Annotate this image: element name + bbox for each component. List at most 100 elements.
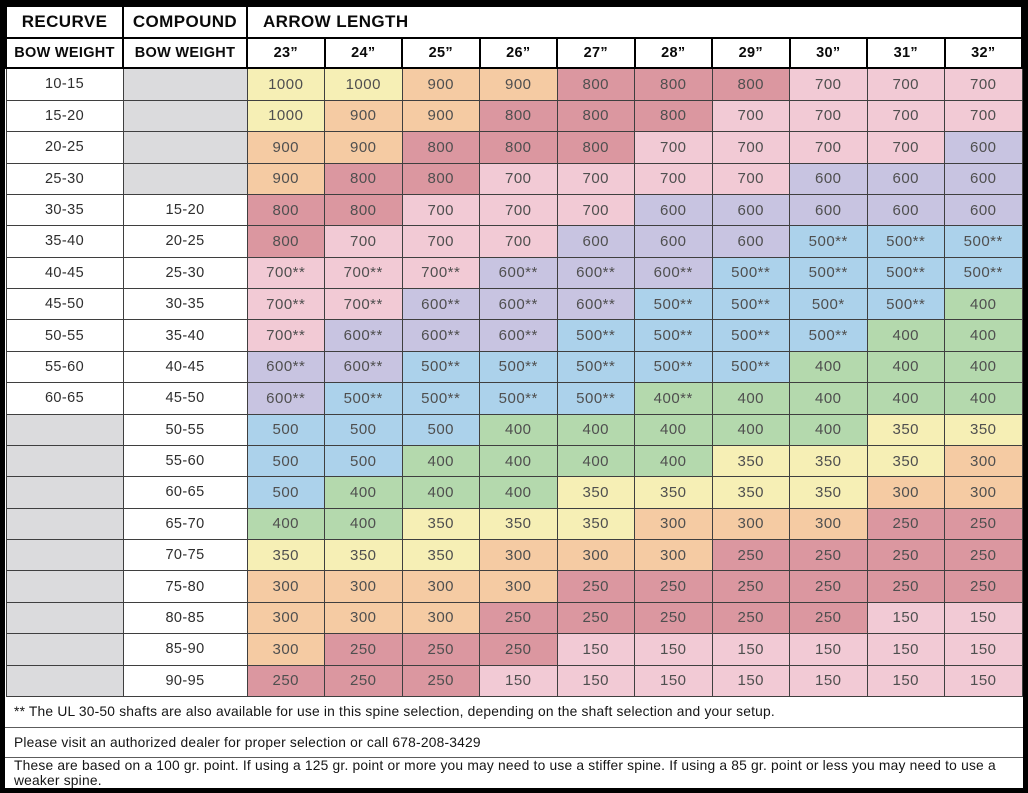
- spine-cell: 600: [634, 225, 713, 258]
- recurve-weight-cell: [5, 444, 124, 478]
- spine-cell: 700: [866, 131, 945, 164]
- compound-weight-cell: 50-55: [122, 413, 248, 446]
- spine-cell: 700: [711, 162, 790, 195]
- recurve-weight-cell: [5, 664, 124, 697]
- recurve-weight-cell: [5, 413, 124, 446]
- spine-cell: 300: [246, 570, 325, 603]
- compound-weight-cell: 15-20: [122, 193, 248, 227]
- spine-cell: 600: [634, 193, 713, 227]
- spine-cell: 350: [789, 444, 868, 478]
- spine-cell: 250: [789, 570, 868, 603]
- spine-cell: 600: [556, 225, 635, 258]
- spine-cell: 500*: [789, 287, 868, 321]
- spine-cell: 250: [634, 570, 713, 603]
- header-row-top: RECURVE COMPOUND ARROW LENGTH: [5, 5, 1023, 39]
- spine-cell: 350: [789, 476, 868, 509]
- recurve-weight-cell: [5, 570, 124, 603]
- spine-cell: 500**: [479, 350, 558, 384]
- spine-cell: 900: [401, 99, 480, 133]
- footnotes-section: ** The UL 30-50 shafts are also availabl…: [5, 697, 1023, 788]
- spine-cell: 250: [789, 538, 868, 572]
- compound-weight-cell: 85-90: [122, 633, 248, 666]
- spine-cell: 400: [324, 476, 403, 509]
- spine-cell: 400: [866, 350, 945, 384]
- spine-cell: 800: [401, 131, 480, 164]
- arrow-length-col-header: 23”: [246, 37, 326, 69]
- spine-cell: 150: [789, 664, 868, 697]
- spine-cell: 1000: [246, 99, 325, 133]
- spine-cell: 500**: [789, 225, 868, 258]
- spine-cell: 600**: [479, 287, 558, 321]
- spine-cell: 400: [711, 413, 790, 446]
- spine-cell: 150: [866, 601, 945, 635]
- table-row: 85-90 300 250 250 250 150 150 150 150 150 150: [5, 633, 1023, 666]
- spine-cell: 350: [711, 444, 790, 478]
- spine-cell: 300: [324, 570, 403, 603]
- spine-cell: 250: [324, 633, 403, 666]
- spine-cell: 500**: [789, 319, 868, 352]
- spine-cell: 250: [944, 507, 1023, 541]
- spine-cell: 400: [479, 444, 558, 478]
- spine-cell: 300: [401, 570, 480, 603]
- table-row: 65-70 400 400 350 350 350 300 300 300 250 250: [5, 507, 1023, 541]
- table-row: 90-95 250 250 250 150 150 150 150 150 150 150: [5, 664, 1023, 697]
- spine-cell: 400: [556, 444, 635, 478]
- arrow-length-col-header: 32”: [943, 37, 1023, 69]
- header-row-columns: BOW WEIGHT BOW WEIGHT 23” 24” 25” 26” 27” 28”…: [5, 37, 1023, 69]
- table-row: 55-60 500 500 400 400 400 400 350 350 350 300: [5, 444, 1023, 478]
- spine-cell: 700: [866, 67, 945, 101]
- compound-header: COMPOUND: [122, 5, 248, 39]
- spine-cell: 800: [324, 193, 403, 227]
- spine-cell: 800: [556, 67, 635, 101]
- recurve-weight-cell: 30-35: [5, 193, 124, 227]
- spine-cell: 700**: [246, 256, 325, 290]
- spine-cell: 150: [944, 601, 1023, 635]
- spine-cell: 700: [479, 193, 558, 227]
- spine-cell: 300: [789, 507, 868, 541]
- spine-cell: 250: [944, 538, 1023, 572]
- recurve-bow-weight-header: BOW WEIGHT: [5, 37, 124, 69]
- spine-cell: 600: [944, 193, 1023, 227]
- spine-cell: 400: [789, 382, 868, 415]
- spine-cell: 600: [866, 162, 945, 195]
- spine-cell: 800: [556, 99, 635, 133]
- spine-cell: 600: [944, 162, 1023, 195]
- spine-cell: 500: [246, 444, 325, 478]
- spine-cell: 400**: [634, 382, 713, 415]
- spine-cell: 400: [634, 444, 713, 478]
- spine-cell: 500**: [789, 256, 868, 290]
- spine-cell: 700**: [246, 287, 325, 321]
- spine-cell: 400: [944, 287, 1023, 321]
- spine-cell: 250: [324, 664, 403, 697]
- table-row: 45-50 30-35 700** 700** 600** 600** 600** 500**…: [5, 287, 1023, 321]
- spine-cell: 300: [479, 570, 558, 603]
- compound-weight-cell: 80-85: [122, 601, 248, 635]
- spine-cell: 700: [324, 225, 403, 258]
- spine-cell: 150: [866, 664, 945, 697]
- recurve-weight-cell: 35-40: [5, 225, 124, 258]
- spine-cell: 700: [711, 99, 790, 133]
- arrow-length-col-header: 24”: [323, 37, 403, 69]
- recurve-weight-cell: [5, 507, 124, 541]
- spine-cell: 400: [789, 350, 868, 384]
- spine-cell: 300: [324, 601, 403, 635]
- spine-cell: 600**: [479, 319, 558, 352]
- spine-cell: 300: [479, 538, 558, 572]
- table-row: 10-15 1000 1000 900 900 800 800 800 700 700 700: [5, 67, 1023, 101]
- spine-cell: 150: [634, 664, 713, 697]
- spine-cell: 700**: [401, 256, 480, 290]
- spine-cell: 500: [324, 444, 403, 478]
- recurve-header: RECURVE: [5, 5, 124, 39]
- compound-weight-cell: 90-95: [122, 664, 248, 697]
- spine-cell: 800: [634, 67, 713, 101]
- spine-cell: 150: [789, 633, 868, 666]
- spine-cell: 900: [246, 162, 325, 195]
- spine-cell: 600: [866, 193, 945, 227]
- spine-cell: 350: [711, 476, 790, 509]
- spine-cell: 250: [789, 601, 868, 635]
- spine-cell: 400: [401, 476, 480, 509]
- spine-cell: 600**: [556, 256, 635, 290]
- spine-cell: 500**: [711, 319, 790, 352]
- spine-cell: 500**: [401, 382, 480, 415]
- spine-cell: 300: [711, 507, 790, 541]
